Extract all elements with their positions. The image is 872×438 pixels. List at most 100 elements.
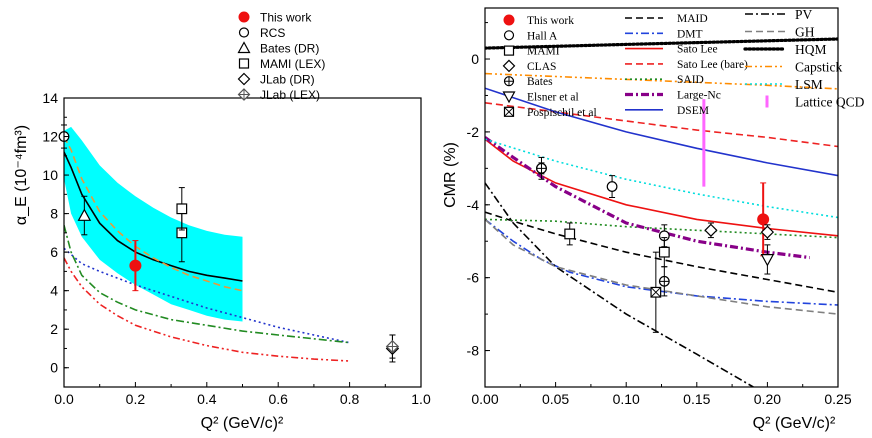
legend-label-col1: MAMI	[527, 46, 560, 58]
legend-marker-col1-2-shape	[503, 45, 515, 56]
legend-label-col2: Sato Lee	[677, 44, 718, 56]
legend-marker-4	[237, 72, 251, 86]
series-line-hqm	[485, 37, 838, 50]
legend-label-col3: PV	[795, 7, 813, 22]
legend-right: This work Hall A MAMI CLAS Bates Elsner et al…	[502, 7, 865, 119]
x-tick-label: 0.15	[683, 391, 710, 407]
legend-marker-2	[237, 41, 251, 54]
y-tick-label: -6	[467, 270, 480, 286]
y-tick-label: 8	[50, 206, 58, 222]
series-line-capstick	[485, 72, 838, 90]
legend-label-col1: Pospischil et al	[527, 107, 597, 119]
data-point-bates-cross	[536, 163, 547, 174]
x-tick-label: 0.00	[471, 391, 498, 407]
legend-label: MAMI (LEX)	[260, 57, 325, 71]
legend-marker-col1-1-shape	[503, 30, 515, 41]
legend-marker-col1-5-shape	[502, 91, 516, 104]
legend-marker-col1-3-shape	[502, 59, 516, 73]
legend-label-col1: Elsner et al	[527, 92, 579, 104]
data-point-bates-dr-	[77, 208, 92, 221]
legend-marker-4-shape	[237, 72, 251, 86]
legend-label-col2: Sato Lee (bare)	[677, 59, 748, 71]
x-tick-label: 0.25	[824, 391, 851, 407]
legend-label: JLab (DR)	[260, 73, 315, 87]
y-tick-label: 4	[50, 283, 58, 299]
series-line-gh	[485, 218, 838, 315]
series-line-sato-lee	[485, 138, 838, 237]
data-point-mami-shape	[564, 228, 576, 240]
legend-marker-col1-6	[503, 106, 515, 117]
legend-marker-col1-0	[503, 14, 515, 26]
legend-marker-5	[237, 88, 251, 101]
legend-label-col1: Hall A	[527, 30, 558, 42]
x-axis-title: Q² (GeV/c)²	[753, 415, 836, 432]
legend-marker-col1-0-shape	[503, 14, 515, 26]
y-tick-label: 0	[471, 51, 479, 67]
x-tick-label: 0.6	[268, 391, 288, 407]
series-line-dmt	[485, 218, 838, 306]
data-point-hall-a	[606, 181, 618, 192]
legend-label-col3: HQM	[795, 42, 827, 57]
legend-label-col2: Large-Nc	[677, 90, 721, 102]
legend-marker-col1-2	[503, 45, 515, 56]
x-tick-label: 1.0	[411, 391, 431, 407]
legend-marker-0-shape	[238, 11, 250, 23]
legend-marker-col1-5	[502, 91, 516, 104]
legend-label: Bates (DR)	[260, 42, 319, 56]
data-point-this-work	[129, 259, 142, 272]
data-point-mami	[564, 228, 576, 240]
data-point-mami	[658, 246, 670, 258]
legend-label: RCS	[260, 26, 285, 40]
legend-marker-col1-6-cross	[504, 106, 514, 117]
series-line-said	[485, 218, 838, 239]
legend-label-col2: MAID	[677, 13, 708, 25]
y-tick-label: -8	[467, 343, 480, 359]
legend-label: This work	[260, 11, 312, 25]
data-point-clas	[760, 225, 775, 239]
data-point-this-work	[757, 213, 770, 226]
data-point-hall-a-shape	[606, 181, 618, 192]
legend-marker-col1-4-cross	[504, 76, 514, 86]
data-point-jlab-lex--cross	[386, 340, 399, 353]
data-point-clas-shape	[704, 223, 718, 237]
y-tick-label: -4	[467, 197, 480, 213]
series-line-sato-lee-bare-	[485, 102, 838, 148]
legend-label-col2: SAID	[677, 74, 704, 86]
legend-marker-2-shape	[237, 41, 251, 54]
data-point-mami-lex--shape	[176, 203, 188, 215]
legend-label-col2: DMT	[677, 28, 703, 40]
data-point-this-work-shape	[129, 259, 142, 272]
y-axis-title: CMR (%)	[442, 142, 459, 208]
y-tick-label: 0	[50, 360, 58, 376]
legend-marker-1	[238, 27, 250, 38]
panel-right: 0.00 0.05 0.10 0.15 0.20 0.25 -8 -6 -4 -2 0 Q² (GeV…	[442, 7, 865, 432]
legend-marker-col1-3	[502, 59, 516, 73]
legend-label-col2: DSEM	[677, 105, 709, 117]
legend-label-col3: Capstick	[795, 60, 842, 75]
x-tick-label: 0.10	[613, 391, 640, 407]
x-tick-label: 0.8	[340, 391, 360, 407]
data-point-pospischil-et-al-cross	[650, 287, 662, 298]
panel-left: 0.0 0.2 0.4 0.6 0.8 1.0 0 2 4 6 8 10 12 14 Q² (GeV/c)²…	[13, 11, 431, 433]
x-tick-label: 0.2	[126, 391, 146, 407]
series-line-lsm	[485, 138, 838, 219]
data-point-mami-shape	[658, 246, 670, 258]
series-line-green-dash-dot	[64, 224, 350, 344]
series-line-large-nc	[485, 136, 811, 260]
legend-marker-col1-4	[503, 76, 515, 87]
series-line-central-curve	[64, 151, 243, 282]
data-point-pospischil-et-al	[650, 286, 662, 298]
legend-marker-5-cross	[238, 89, 250, 100]
data-point-bates	[536, 162, 547, 174]
legend-label-col1: CLAS	[527, 61, 556, 73]
series-line-red-dash-dot-dot	[64, 257, 350, 362]
y-tick-label: 2	[50, 321, 58, 337]
x-tick-label: 0.4	[197, 391, 217, 407]
series-line-dsem	[485, 87, 838, 177]
data-point-bates	[658, 275, 670, 287]
legend-label-col1: This work	[527, 15, 574, 27]
x-tick-label: 0.20	[754, 391, 781, 407]
legend-marker-3-shape	[238, 58, 250, 69]
data-point-bates-dr--shape	[77, 208, 92, 221]
